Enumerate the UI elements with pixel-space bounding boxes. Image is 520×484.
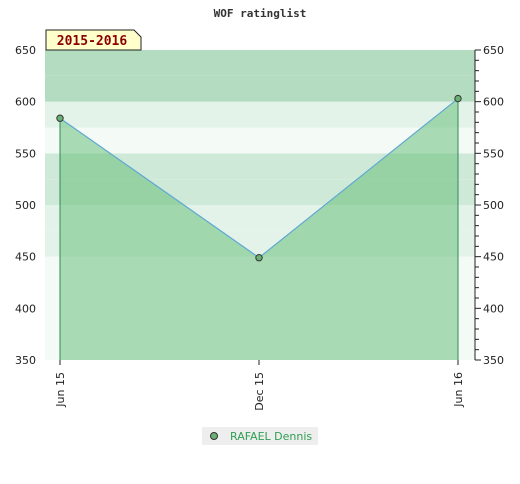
data-point bbox=[56, 114, 64, 122]
y-tick-label-left: 550 bbox=[15, 147, 36, 160]
series-area bbox=[59, 98, 459, 361]
chart-title: WOF ratinglist bbox=[214, 7, 307, 20]
legend[interactable]: RAFAEL Dennis bbox=[202, 427, 318, 445]
y-tick-label-left: 350 bbox=[15, 354, 36, 367]
y-tick-label-right: 600 bbox=[483, 96, 504, 109]
y-tick-label-left: 400 bbox=[15, 302, 36, 315]
x-tick-label: Jun 16 bbox=[452, 372, 465, 408]
x-tick-label: Dec 15 bbox=[253, 372, 266, 411]
y-tick-label-right: 500 bbox=[483, 199, 504, 212]
y-tick-label-right: 650 bbox=[483, 44, 504, 57]
y-axis-right: 350 400 450 500 550 600 650 bbox=[474, 44, 504, 367]
y-tick-label-left: 600 bbox=[15, 96, 36, 109]
y-tick-label-left: 650 bbox=[15, 44, 36, 57]
y-tick-label-left: 450 bbox=[15, 251, 36, 264]
background-band bbox=[45, 50, 475, 76]
background-band bbox=[45, 101, 475, 128]
y-tick-label-right: 350 bbox=[483, 354, 504, 367]
period-badge-text: 2015-2016 bbox=[57, 34, 128, 49]
data-point bbox=[454, 94, 462, 103]
series-area-fill bbox=[60, 98, 458, 361]
background-band bbox=[45, 75, 475, 102]
x-tick-label: Jun 15 bbox=[54, 372, 67, 408]
data-point bbox=[255, 254, 263, 262]
y-tick-label-right: 400 bbox=[483, 302, 504, 315]
y-tick-label-right: 450 bbox=[483, 251, 504, 264]
series-markers bbox=[56, 94, 462, 262]
legend-marker-icon bbox=[210, 432, 218, 440]
period-badge: 2015-2016 bbox=[45, 29, 142, 51]
y-tick-label-right: 550 bbox=[483, 147, 504, 160]
y-tick-label-left: 500 bbox=[15, 199, 36, 212]
y-axis-left: 350 400 450 500 550 600 650 bbox=[15, 44, 36, 367]
period-badge-shape bbox=[45, 29, 142, 51]
x-axis: Jun 15 Dec 15 Jun 16 bbox=[54, 360, 465, 411]
legend-label: RAFAEL Dennis bbox=[230, 429, 313, 443]
